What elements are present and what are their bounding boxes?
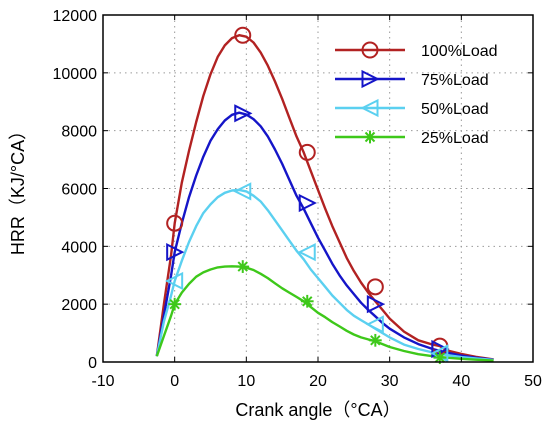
series-1-marker [298,193,317,213]
series-0-marker [234,26,252,44]
series-lines [155,34,494,362]
series-2-marker [365,315,384,334]
asterisk-stroke [370,335,381,346]
legend: 100%Load 75%Load 50%Load 25%Load [335,41,498,147]
y-tick-label: 0 [88,355,97,372]
series-1-marker [166,242,185,262]
legend-marker [363,130,377,144]
x-tick-label: -10 [91,373,114,390]
y-tick-label: 4000 [61,239,97,256]
y-tick-label: 10000 [53,66,98,83]
y-tick-label: 8000 [61,124,97,141]
series-3-marker [236,260,250,273]
series-0-marker [366,278,384,296]
x-tick-label: 20 [309,373,327,390]
legend-label: 75%Load [421,72,489,89]
series-0-marker [166,214,184,232]
legend-label: 50%Load [421,101,489,118]
series-3-marker [433,351,447,365]
x-tick-label: 10 [237,373,255,390]
y-tick-label: 2000 [61,297,97,314]
asterisk-stroke [434,352,446,363]
series-2-marker [297,242,316,262]
series-line-2 [155,188,494,362]
series-2-marker [164,271,184,291]
legend-label: 100%Load [421,43,498,60]
asterisk-stroke [169,298,180,310]
legend-marker [361,69,380,89]
x-axis-label: Crank angle（°CA） [235,400,400,420]
series-line-1 [155,111,494,361]
axis-ticks: -10 0 10 20 30 40 5002000400060008000100001200… [53,8,543,390]
series-3-marker [368,333,382,347]
series-line-3 [155,265,494,362]
legend-label: 25%Load [421,130,489,147]
series-3-marker [300,294,314,308]
y-tick-label: 12000 [53,8,98,25]
x-tick-label: 30 [381,373,399,390]
legend-marker [361,41,379,59]
asterisk-stroke [302,296,313,307]
series-3-marker [168,297,182,311]
series-1-marker [234,104,253,123]
series-line-0 [155,34,494,361]
series-2-marker [233,182,252,201]
asterisk-stroke [364,131,376,143]
y-axis-label: HRR（KJ/°CA） [8,122,28,255]
series-markers [164,26,450,365]
series-1-marker [366,295,386,314]
x-tick-label: 40 [452,373,470,390]
legend-marker [360,98,379,118]
x-tick-label: 50 [524,373,542,390]
x-tick-label: 0 [170,373,179,390]
y-tick-label: 6000 [61,182,97,199]
asterisk-stroke [237,261,248,272]
series-0-marker [298,143,316,161]
